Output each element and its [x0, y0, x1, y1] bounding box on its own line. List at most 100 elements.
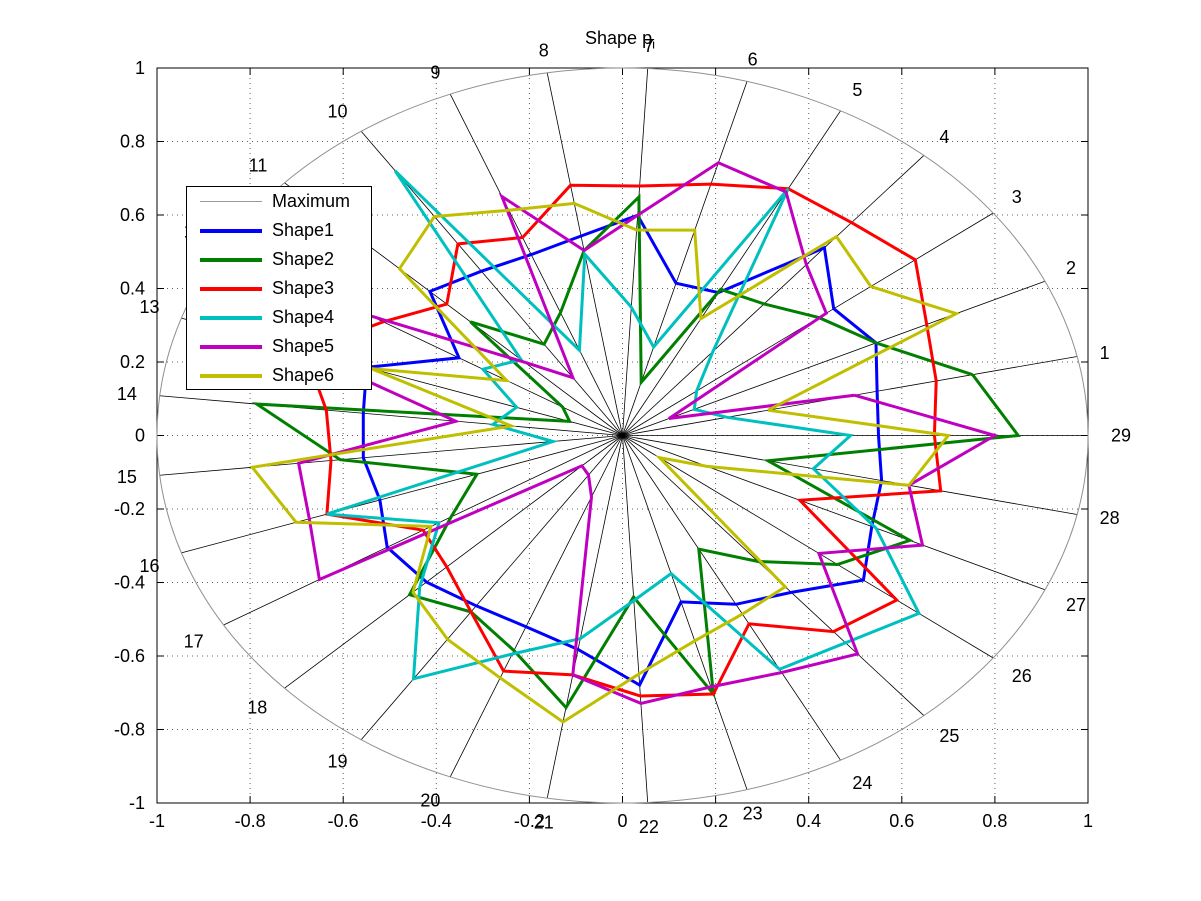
y-tick-label: -0.4: [114, 573, 145, 593]
series-line-shape3: [302, 182, 943, 698]
legend-label: Shape2: [272, 249, 335, 269]
series-line-shape5: [292, 161, 999, 705]
spoke-line-18: [284, 435, 623, 689]
spoke-label-29: 29: [1111, 426, 1131, 446]
y-tick-label: 0.2: [120, 352, 145, 372]
y-tick-label: 1: [135, 58, 145, 78]
spoke-label-7: 7: [644, 36, 654, 56]
spoke-line-16: [181, 435, 623, 554]
spoke-label-4: 4: [939, 127, 949, 147]
spoke-label-21: 21: [534, 812, 554, 832]
maximum-line: [156, 67, 1089, 804]
spoke-line-14: [159, 395, 623, 436]
legend-label: Shape1: [272, 220, 335, 240]
y-tick-label: -1: [129, 793, 145, 813]
legend-line-swatch: [200, 257, 262, 262]
x-tick-label: -0.8: [235, 811, 266, 831]
spoke-label-20: 20: [420, 790, 440, 810]
legend-item-shape4: Shape4: [187, 303, 371, 332]
spoke-line-5: [622, 110, 841, 436]
legend-label: Shape6: [272, 365, 335, 385]
legend-label: Maximum: [272, 191, 351, 211]
spoke-line-22: [622, 435, 649, 803]
legend-line-swatch: [200, 344, 262, 349]
legend-item-shape1: Shape1: [187, 216, 371, 245]
spoke-line-15: [159, 435, 623, 476]
x-tick-label: 0.4: [796, 811, 821, 831]
y-tick-label: 0.4: [120, 279, 145, 299]
y-tick-label: -0.8: [114, 720, 145, 740]
x-tick-label: 1: [1083, 811, 1093, 831]
spoke-label-8: 8: [539, 41, 549, 61]
spoke-line-9: [449, 93, 623, 436]
chart-title-subscript: i: [652, 36, 655, 52]
spoke-label-19: 19: [327, 751, 347, 771]
legend-item-maximum: Maximum: [187, 187, 371, 216]
legend-label: Shape5: [272, 336, 335, 356]
chart-title: Shape pi: [420, 28, 820, 52]
y-tick-label: -0.6: [114, 646, 145, 666]
spoke-label-26: 26: [1012, 666, 1032, 686]
spoke-label-6: 6: [748, 49, 758, 69]
x-tick-label: 0.2: [703, 811, 728, 831]
spoke-label-24: 24: [852, 773, 872, 793]
legend-item-shape5: Shape5: [187, 332, 371, 361]
spoke-label-25: 25: [939, 726, 959, 746]
legend-line-swatch: [200, 373, 262, 378]
spoke-label-9: 9: [430, 63, 440, 83]
x-tick-label: -1: [149, 811, 165, 831]
spoke-label-11: 11: [249, 155, 268, 175]
spoke-label-3: 3: [1012, 187, 1022, 207]
spoke-label-5: 5: [852, 80, 862, 100]
spoke-line-6: [622, 81, 748, 436]
spoke-label-2: 2: [1066, 258, 1076, 278]
x-tick-label: 0.6: [889, 811, 914, 831]
spoke-line-21: [546, 435, 623, 799]
legend-label: Shape3: [272, 278, 335, 298]
spoke-label-22: 22: [639, 817, 659, 837]
y-tick-label: 0: [135, 426, 145, 446]
series-line-shape2: [251, 193, 1021, 710]
x-tick-label: -0.4: [421, 811, 452, 831]
legend-label: Shape4: [272, 307, 335, 327]
spoke-line-19: [360, 435, 623, 740]
series-line-shape4: [326, 169, 922, 681]
spoke-label-17: 17: [184, 631, 204, 651]
legend-line-swatch: [200, 286, 262, 291]
legend-line-swatch: [200, 228, 262, 233]
spoke-line-28: [622, 435, 1078, 515]
x-tick-label: -0.2: [514, 811, 545, 831]
y-tick-label: 0.6: [120, 205, 145, 225]
spoke-label-23: 23: [743, 804, 763, 824]
spoke-line-26: [622, 435, 994, 659]
spoke-label-1: 1: [1100, 343, 1110, 363]
x-tick-label: -0.6: [328, 811, 359, 831]
spoke-line-27: [622, 435, 1046, 591]
chart-title-text: Shape p: [585, 28, 653, 48]
spoke-line-24: [622, 435, 841, 761]
series-line-shape1: [361, 213, 884, 688]
legend-item-shape3: Shape3: [187, 274, 371, 303]
spoke-label-15: 15: [117, 467, 137, 487]
x-tick-label: 0: [617, 811, 627, 831]
spoke-line-4: [622, 155, 925, 436]
spoke-label-14: 14: [117, 384, 137, 404]
legend-line-swatch: [200, 315, 262, 320]
spoke-label-28: 28: [1100, 508, 1120, 528]
series-line-shape6: [249, 201, 961, 724]
spoke-label-16: 16: [139, 556, 159, 576]
spoke-label-13: 13: [139, 297, 159, 317]
spoke-line-7: [622, 68, 649, 436]
spoke-label-18: 18: [247, 698, 267, 718]
spoke-label-27: 27: [1066, 595, 1086, 615]
legend-line-swatch: [200, 201, 262, 202]
legend-item-shape2: Shape2: [187, 245, 371, 274]
spoke-line-23: [622, 435, 748, 790]
legend: Maximum Shape1 Shape2 Shape3 Shape4 Shape5 Sha…: [186, 186, 372, 390]
legend-item-shape6: Shape6: [187, 361, 371, 390]
spoke-label-10: 10: [327, 102, 347, 122]
x-tick-label: 0.8: [982, 811, 1007, 831]
y-tick-label: 0.8: [120, 132, 145, 152]
